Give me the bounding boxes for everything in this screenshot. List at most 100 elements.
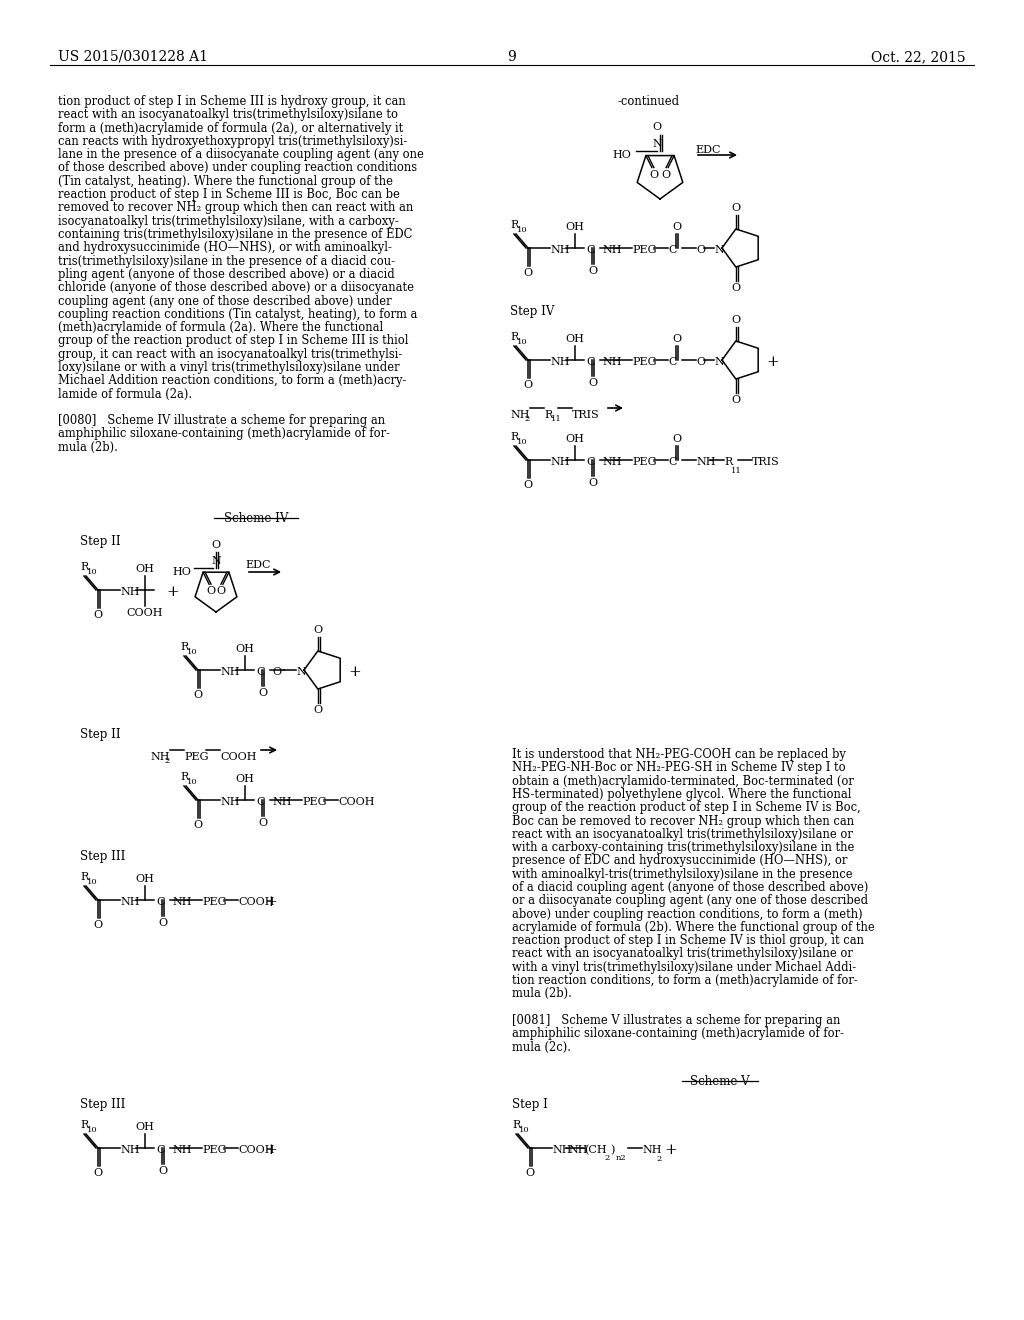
Text: O: O (523, 480, 532, 490)
Text: O: O (272, 667, 282, 677)
Text: R: R (510, 333, 518, 342)
Text: Step II: Step II (80, 729, 121, 741)
Text: R: R (724, 457, 732, 467)
Text: COOH: COOH (238, 898, 274, 907)
Text: 10: 10 (87, 568, 97, 576)
Text: Scheme V: Scheme V (690, 1074, 750, 1088)
Text: O: O (93, 1168, 102, 1177)
Text: NH: NH (120, 587, 139, 597)
Text: NH: NH (172, 1144, 191, 1155)
Text: NH: NH (696, 457, 716, 467)
Text: O: O (93, 920, 102, 931)
Text: O: O (216, 586, 225, 597)
Text: PEG: PEG (632, 356, 656, 367)
Text: above) under coupling reaction conditions, to form a (meth): above) under coupling reaction condition… (512, 908, 862, 920)
Text: O: O (652, 121, 662, 132)
Text: R: R (544, 411, 552, 420)
Text: O: O (731, 282, 740, 293)
Text: NH: NH (550, 246, 569, 255)
Text: mula (2b).: mula (2b). (512, 987, 571, 1001)
Text: O: O (673, 222, 682, 232)
Text: obtain a (meth)acrylamido-terminated, Boc-terminated (or: obtain a (meth)acrylamido-terminated, Bo… (512, 775, 854, 788)
Text: O: O (258, 818, 267, 828)
Text: isocyanatoalkyl tris(trimethylsiloxy)silane, with a carboxy-: isocyanatoalkyl tris(trimethylsiloxy)sil… (58, 215, 398, 227)
Text: Michael Addition reaction conditions, to form a (meth)acry-: Michael Addition reaction conditions, to… (58, 375, 407, 387)
Text: with a vinyl tris(trimethylsiloxy)silane under Michael Addi-: with a vinyl tris(trimethylsiloxy)silane… (512, 961, 856, 974)
Text: HS-terminated) polyethylene glycol. Where the functional: HS-terminated) polyethylene glycol. Wher… (512, 788, 852, 801)
Text: R: R (510, 432, 518, 442)
Text: R: R (80, 1119, 88, 1130)
Text: group, it can react with an isocyanatoalkyl tris(trimethylsi-: group, it can react with an isocyanatoal… (58, 347, 402, 360)
Text: It is understood that NH₂-PEG-COOH can be replaced by: It is understood that NH₂-PEG-COOH can b… (512, 748, 846, 762)
Text: 9: 9 (508, 50, 516, 63)
Text: tris(trimethylsiloxy)silane in the presence of a diacid cou-: tris(trimethylsiloxy)silane in the prese… (58, 255, 395, 268)
Text: COOH: COOH (127, 609, 163, 618)
Text: NH: NH (552, 1144, 571, 1155)
Text: O: O (673, 334, 682, 345)
Text: NH: NH (510, 411, 529, 420)
Text: NH: NH (568, 1144, 588, 1155)
Text: O: O (194, 690, 203, 700)
Text: 11: 11 (731, 467, 741, 475)
Text: PEG: PEG (632, 457, 656, 467)
Text: NH: NH (550, 457, 569, 467)
Text: 10: 10 (517, 338, 527, 346)
Text: 11: 11 (551, 414, 562, 422)
Text: NH: NH (220, 667, 240, 677)
Text: loxy)silane or with a vinyl tris(trimethylsiloxy)silane under: loxy)silane or with a vinyl tris(trimeth… (58, 360, 399, 374)
Text: OH: OH (565, 222, 585, 232)
Text: lamide of formula (2a).: lamide of formula (2a). (58, 388, 193, 400)
Text: reaction product of step I in Scheme III is Boc, Boc can be: reaction product of step I in Scheme III… (58, 187, 400, 201)
Text: +: + (664, 1143, 677, 1158)
Text: and hydroxysuccinimide (HO—NHS), or with aminoalkyl-: and hydroxysuccinimide (HO—NHS), or with… (58, 242, 392, 255)
Text: NH: NH (272, 797, 292, 807)
Text: 2: 2 (524, 414, 529, 422)
Text: with a carboxy-containing tris(trimethylsiloxy)silane in the: with a carboxy-containing tris(trimethyl… (512, 841, 854, 854)
Text: (meth)acrylamide of formula (2a). Where the functional: (meth)acrylamide of formula (2a). Where … (58, 321, 383, 334)
Text: O: O (523, 380, 532, 389)
Text: tion product of step I in Scheme III is hydroxy group, it can: tion product of step I in Scheme III is … (58, 95, 406, 108)
Text: C: C (256, 667, 264, 677)
Text: NH: NH (172, 898, 191, 907)
Text: OH: OH (565, 434, 585, 444)
Text: react with an isocyanatoalkyl tris(trimethylsiloxy)silane or: react with an isocyanatoalkyl tris(trime… (512, 828, 853, 841)
Text: C: C (156, 1144, 165, 1155)
Text: EDC: EDC (246, 560, 270, 570)
Text: 10: 10 (87, 878, 97, 886)
Text: group of the reaction product of step I in Scheme III is thiol: group of the reaction product of step I … (58, 334, 409, 347)
Text: C: C (668, 246, 677, 255)
Text: of a diacid coupling agent (anyone of those described above): of a diacid coupling agent (anyone of th… (512, 880, 868, 894)
Text: +: + (264, 1143, 276, 1158)
Text: 2: 2 (604, 1154, 609, 1162)
Text: mula (2b).: mula (2b). (58, 441, 118, 454)
Text: amphiphilic siloxane-containing (meth)acrylamide of for-: amphiphilic siloxane-containing (meth)ac… (512, 1027, 844, 1040)
Text: COOH: COOH (338, 797, 375, 807)
Text: react with an isocyanatoalkyl tris(trimethylsiloxy)silane or: react with an isocyanatoalkyl tris(trime… (512, 948, 853, 961)
Text: O: O (662, 169, 671, 180)
Text: NH: NH (120, 1144, 139, 1155)
Text: N: N (652, 139, 662, 149)
Text: OH: OH (236, 644, 254, 653)
Text: pling agent (anyone of those described above) or a diacid: pling agent (anyone of those described a… (58, 268, 394, 281)
Text: NH: NH (602, 246, 622, 255)
Text: C: C (586, 457, 595, 467)
Text: TRIS: TRIS (572, 411, 600, 420)
Text: mula (2c).: mula (2c). (512, 1040, 571, 1053)
Text: O: O (731, 203, 740, 213)
Text: C: C (586, 246, 595, 255)
Text: OH: OH (565, 334, 585, 345)
Text: O: O (523, 268, 532, 279)
Text: C: C (256, 797, 264, 807)
Text: coupling agent (any one of those described above) under: coupling agent (any one of those describ… (58, 294, 391, 308)
Text: 10: 10 (87, 1126, 97, 1134)
Text: 10: 10 (519, 1126, 529, 1134)
Text: R: R (180, 772, 188, 781)
Text: R: R (512, 1119, 520, 1130)
Text: US 2015/0301228 A1: US 2015/0301228 A1 (58, 50, 208, 63)
Text: tion reaction conditions, to form a (meth)acrylamide of for-: tion reaction conditions, to form a (met… (512, 974, 858, 987)
Text: EDC: EDC (695, 145, 721, 154)
Text: N: N (211, 556, 221, 566)
Text: COOH: COOH (220, 752, 256, 762)
Text: [0080]   Scheme IV illustrate a scheme for preparing an: [0080] Scheme IV illustrate a scheme for… (58, 414, 385, 428)
Text: O: O (207, 586, 216, 597)
